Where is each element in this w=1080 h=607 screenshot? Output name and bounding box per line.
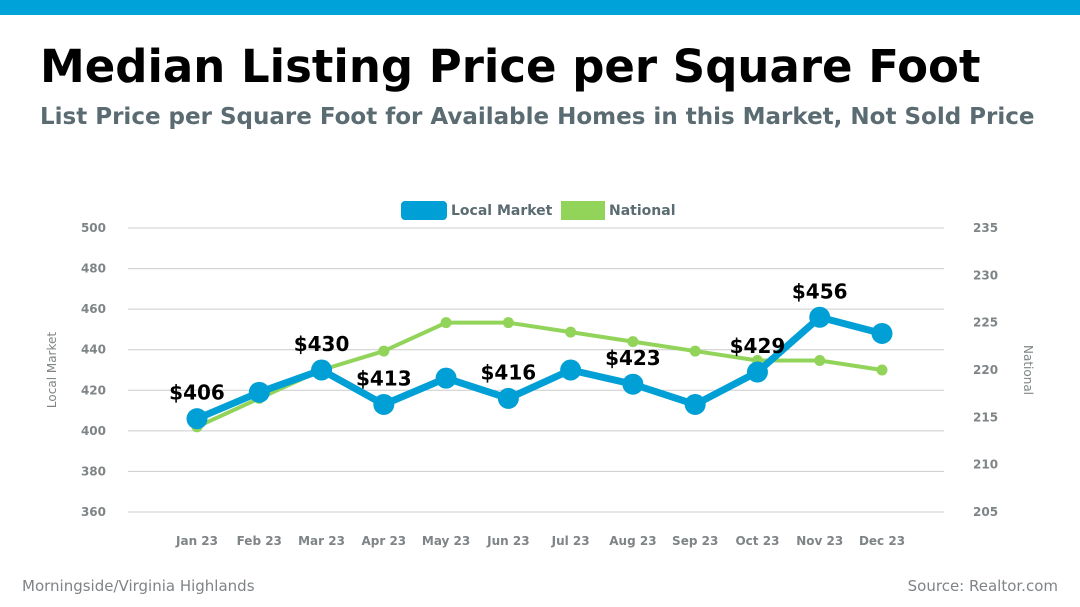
y-right-tick-label: 205: [973, 505, 998, 519]
y-left-tick-label: 480: [81, 262, 106, 276]
series-line-local: [193, 313, 886, 423]
legend-swatch-national: [561, 201, 605, 220]
data-label-local: $416: [481, 360, 537, 384]
y-left-tick-label: 400: [81, 424, 106, 438]
x-tick-label: Jul 23: [551, 534, 590, 548]
data-point-local: [622, 373, 644, 395]
page-title: Median Listing Price per Square Foot: [40, 40, 981, 93]
x-tick-label: Dec 23: [859, 534, 905, 548]
y-right-tick-label: 230: [973, 268, 998, 282]
data-point-national: [502, 317, 514, 329]
data-label-local: $413: [356, 366, 412, 390]
x-tick-label: Jan 23: [175, 534, 218, 548]
data-point-national: [876, 364, 888, 376]
data-point-local: [560, 359, 582, 381]
data-label-local: $423: [605, 346, 661, 370]
data-label-local: $456: [792, 279, 848, 303]
data-point-local: [871, 322, 893, 344]
legend-swatch-local: [401, 201, 447, 220]
legend-label: National: [609, 203, 676, 219]
x-tick-label: Feb 23: [237, 534, 282, 548]
y-left-tick-label: 360: [81, 505, 106, 519]
y-left-tick-label: 380: [81, 464, 106, 478]
data-point-national: [627, 336, 639, 348]
data-point-local: [497, 387, 519, 409]
data-point-national: [814, 355, 826, 367]
y-right-tick-label: 215: [973, 410, 998, 424]
y-right-axis-title: National: [1021, 345, 1035, 395]
top-accent-bar: [0, 0, 1080, 15]
y-left-tick-label: 500: [81, 221, 106, 235]
data-point-national: [378, 345, 390, 357]
y-right-tick-label: 235: [973, 221, 998, 235]
x-tick-label: May 23: [422, 534, 470, 548]
data-point-local: [311, 359, 333, 381]
x-tick-label: Sep 23: [672, 534, 718, 548]
page-subtitle: List Price per Square Foot for Available…: [40, 104, 1035, 130]
data-label-local: $429: [730, 334, 786, 358]
data-point-local: [684, 393, 706, 415]
x-tick-label: Oct 23: [735, 534, 779, 548]
data-point-local: [373, 393, 395, 415]
x-tick-label: Aug 23: [609, 534, 656, 548]
data-point-local: [809, 306, 831, 328]
x-tick-label: Apr 23: [361, 534, 406, 548]
data-point-national: [440, 317, 452, 329]
y-right-tick-label: 220: [973, 363, 998, 377]
y-left-tick-label: 440: [81, 343, 106, 357]
legend-label: Local Market: [451, 203, 553, 219]
x-tick-label: Jun 23: [486, 534, 529, 548]
data-point-local: [746, 361, 768, 383]
y-left-tick-label: 460: [81, 302, 106, 316]
y-right-tick-label: 210: [973, 458, 998, 472]
data-label-local: $430: [294, 332, 350, 356]
x-tick-label: Nov 23: [796, 534, 843, 548]
footer-location: Morningside/Virginia Highlands: [22, 577, 255, 595]
data-point-local: [435, 367, 457, 389]
data-point-national: [689, 345, 701, 357]
y-left-axis-title: Local Market: [45, 332, 59, 408]
data-point-national: [565, 326, 577, 338]
y-left-tick-label: 420: [81, 383, 106, 397]
footer-source: Source: Realtor.com: [907, 577, 1058, 595]
data-point-local: [248, 381, 270, 403]
data-label-local: $406: [169, 381, 225, 405]
x-tick-label: Mar 23: [298, 534, 345, 548]
y-right-tick-label: 225: [973, 316, 998, 330]
data-point-local: [186, 408, 208, 430]
